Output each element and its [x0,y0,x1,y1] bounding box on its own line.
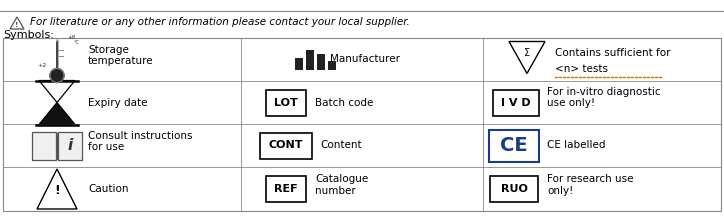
Text: i: i [67,138,72,153]
Text: +8: +8 [67,35,75,40]
Text: RUO: RUO [500,184,528,194]
Text: Expiry date: Expiry date [88,97,148,107]
Text: !: ! [54,185,60,198]
Bar [328,61,336,69]
Bar [260,133,312,158]
Text: <n> tests: <n> tests [555,65,608,74]
Text: LOT: LOT [274,97,298,107]
Text: Symbols:: Symbols: [3,30,54,40]
Bar [266,176,306,202]
Text: Caution: Caution [88,184,128,194]
Text: Manufacturer: Manufacturer [330,55,400,65]
Bar [317,53,325,69]
Text: Σ: Σ [524,48,530,59]
Text: For in-vitro diagnostic
use only!: For in-vitro diagnostic use only! [547,87,660,108]
FancyBboxPatch shape [58,131,82,160]
Bar [493,90,539,116]
Text: Contains sufficient for: Contains sufficient for [555,48,670,59]
Bar [3,38,721,211]
FancyBboxPatch shape [32,131,56,160]
Text: Storage
temperature: Storage temperature [88,45,153,66]
Text: CE labelled: CE labelled [547,141,605,151]
Text: Consult instructions
for use: Consult instructions for use [88,131,193,152]
Text: For literature or any other information please contact your local supplier.: For literature or any other information … [30,17,410,27]
Text: Batch code: Batch code [315,97,374,107]
Text: °C: °C [73,40,79,45]
Bar [295,57,303,69]
Bar [306,50,314,69]
Bar [489,130,539,162]
Text: !: ! [15,22,19,28]
Text: For research use
only!: For research use only! [547,174,634,196]
Text: I V D: I V D [501,97,531,107]
Text: Content: Content [320,141,361,151]
Text: CE: CE [500,136,528,155]
Circle shape [50,69,64,82]
Polygon shape [39,103,75,124]
Text: Catalogue
number: Catalogue number [315,174,369,196]
Text: +2: +2 [38,63,47,68]
Bar [266,90,306,116]
Bar [490,176,538,202]
Text: REF: REF [274,184,298,194]
Text: CONT: CONT [269,141,303,151]
